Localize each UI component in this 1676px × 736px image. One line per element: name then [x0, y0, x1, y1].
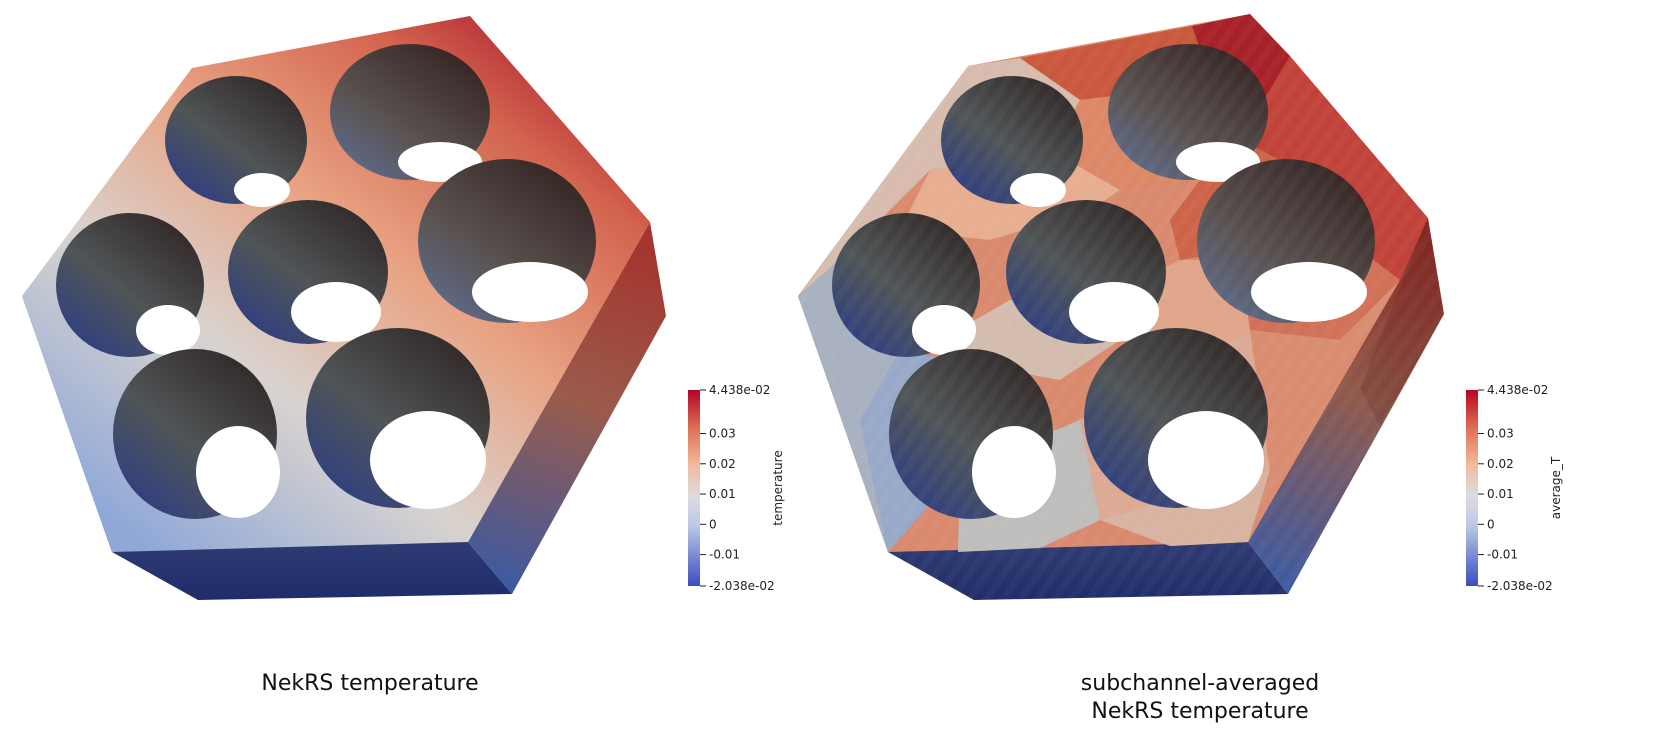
hole: [165, 76, 307, 207]
hole: [113, 349, 280, 519]
colorbar-scale: [688, 390, 700, 586]
colorbar-scale: [1466, 390, 1478, 586]
colorbar-tick-label: 0: [1487, 517, 1495, 531]
colorbar-tick-label: 0.02: [1487, 457, 1514, 471]
colorbar-tick-label: 0.01: [1487, 487, 1514, 501]
colorbar-tick-label: 0.02: [709, 457, 736, 471]
caption-line: subchannel-averaged: [1080, 671, 1320, 696]
caption-panel-1: NekRS temperature: [140, 670, 600, 698]
colorbar-tick-label: 0.03: [709, 427, 736, 441]
caption-panel-2: subchannel-averaged NekRS temperature: [960, 670, 1440, 726]
colorbar-tick-label: -2.038e-02: [1487, 579, 1553, 593]
colorbar-tick-label: 4.438e-02: [1487, 383, 1548, 397]
panel-nekrs-temperature: [22, 16, 666, 600]
hole: [228, 200, 388, 344]
colorbar-tick-label: 0.03: [1487, 427, 1514, 441]
hole: [330, 44, 490, 182]
caption-line: NekRS temperature: [261, 671, 479, 696]
panel-subchannel-averaged: [798, 14, 1446, 604]
colorbar-temperature: 4.438e-02 0.03 0.02 0.01 0 -0.01 -2.038e-02 tem…: [688, 383, 785, 593]
caption-line: NekRS temperature: [1091, 699, 1309, 724]
colorbar-tick-label: -2.038e-02: [709, 579, 775, 593]
colorbar-tick-label: 0.01: [709, 487, 736, 501]
colorbar-title: temperature: [771, 450, 785, 525]
colorbar-tick-label: -0.01: [709, 548, 740, 562]
coolant-holes: [56, 44, 596, 519]
hole: [306, 328, 490, 509]
colorbar-tick-label: 0: [709, 517, 717, 531]
hex-right-face: [468, 222, 666, 594]
hole: [56, 213, 204, 357]
colorbar-tick-label: 4.438e-02: [709, 383, 770, 397]
colorbar-tick-label: -0.01: [1487, 548, 1518, 562]
colorbar-title: average_T: [1549, 456, 1563, 519]
colorbar-average-t: 4.438e-02 0.03 0.02 0.01 0 -0.01 -2.038e-02 ave…: [1466, 383, 1563, 593]
facet-overlay: [798, 14, 1446, 604]
hole: [418, 159, 596, 323]
